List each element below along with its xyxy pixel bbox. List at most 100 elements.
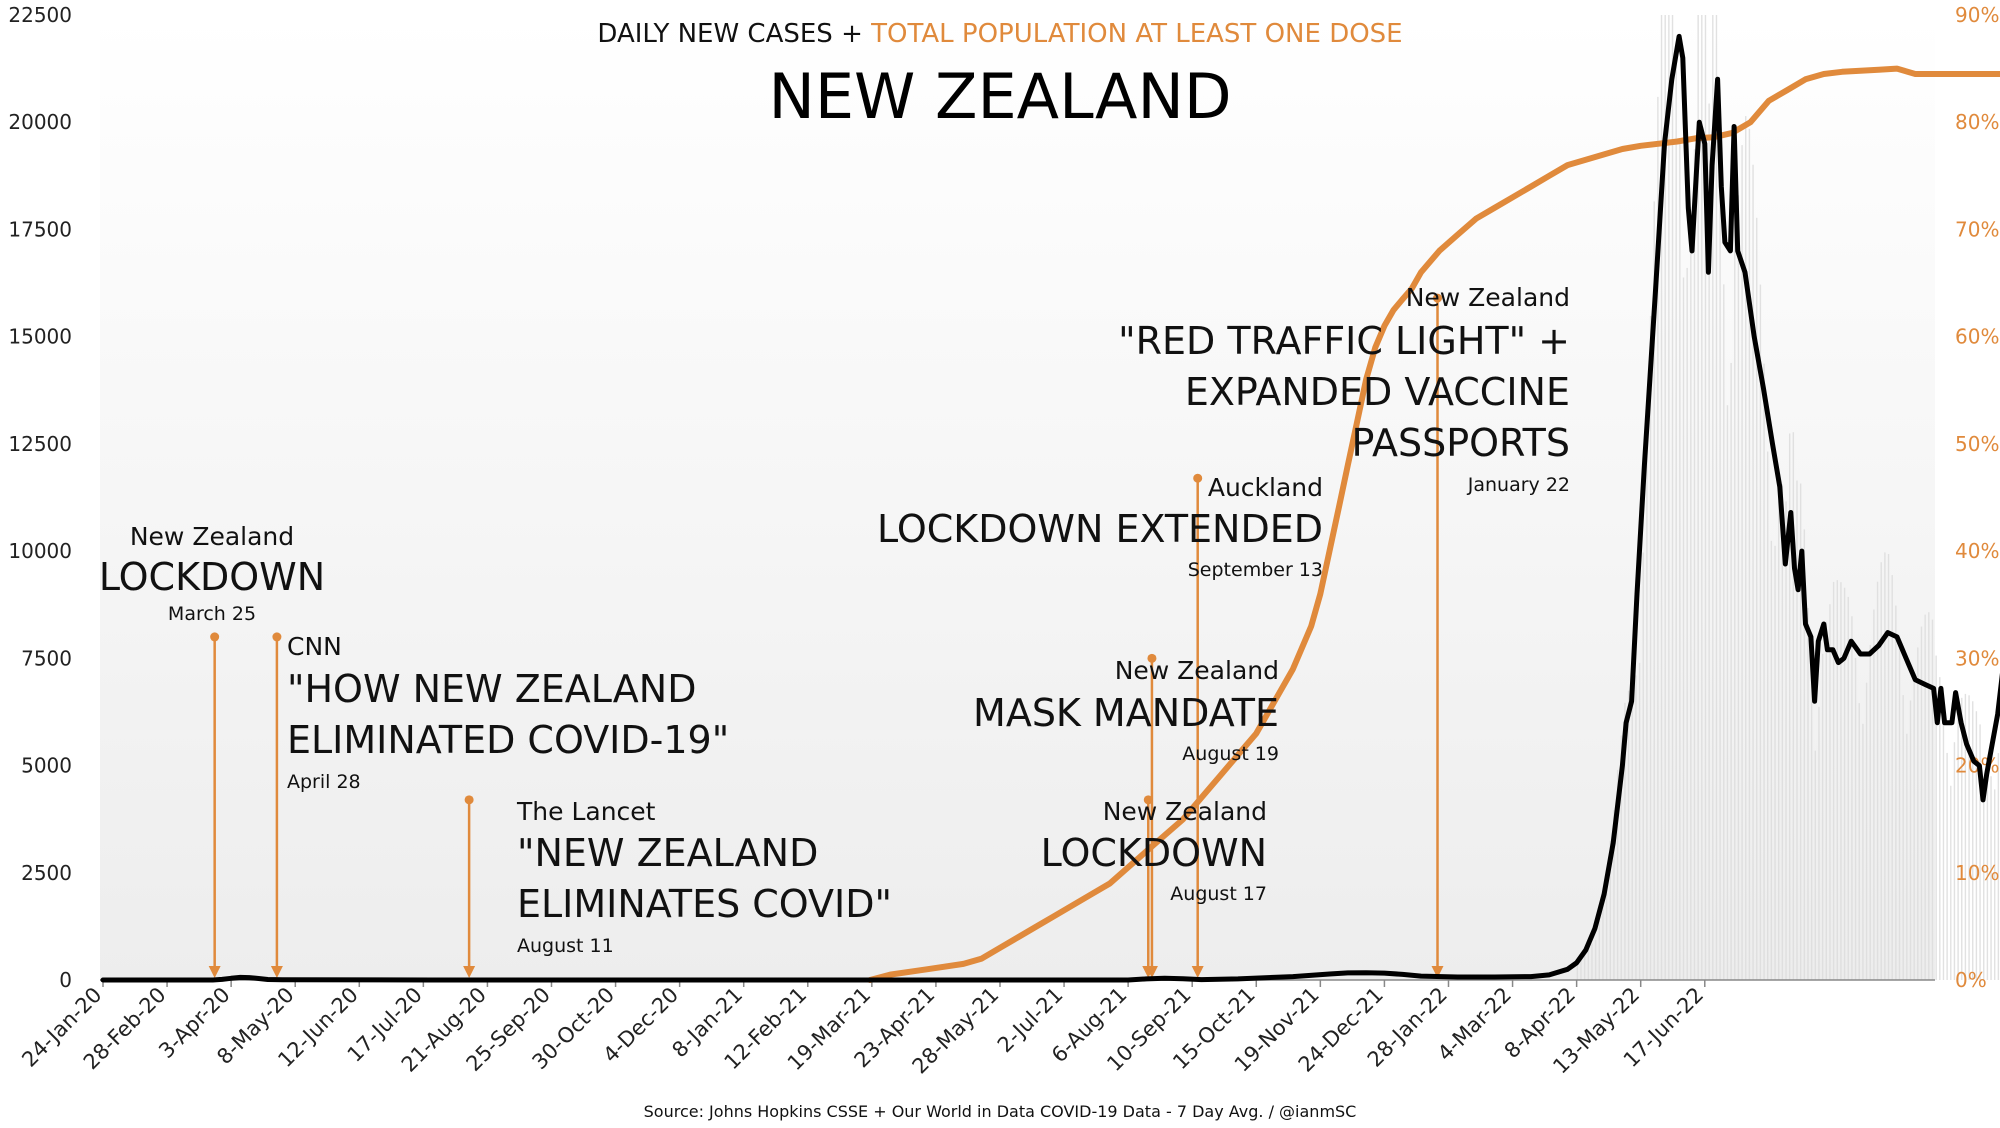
raw-daily-bar [1671, 15, 1674, 980]
raw-daily-bar [1810, 655, 1813, 980]
raw-daily-bar [1675, 51, 1677, 980]
raw-daily-bar [1807, 608, 1809, 980]
raw-daily-bar [1983, 778, 1985, 980]
annotation-date: August 11 [517, 935, 614, 957]
raw-daily-bar [1719, 112, 1721, 980]
raw-daily-bar [1609, 840, 1611, 980]
raw-daily-bar [1631, 704, 1633, 980]
annotation-arrow [463, 966, 476, 978]
raw-daily-bar [1902, 695, 1904, 980]
raw-daily-bar [1642, 552, 1644, 980]
annotation-headline: LOCKDOWN [1041, 831, 1267, 875]
cases-series-line [100, 33, 2000, 983]
raw-daily-bar [1679, 140, 1681, 980]
raw-daily-bar [1906, 733, 1908, 980]
raw-daily-bar [1986, 770, 1989, 980]
annotation-arrow [1431, 966, 1444, 978]
raw-daily-bar [1587, 946, 1590, 980]
annotation-dot [1433, 293, 1443, 303]
raw-daily-bar [1887, 554, 1890, 980]
annotation-headline: ELIMINATES COVID" [517, 882, 892, 926]
raw-daily-bar [1602, 899, 1604, 980]
raw-daily-bar [1712, 15, 1714, 980]
raw-daily-bar [1605, 872, 1608, 980]
chart-source: Source: Johns Hopkins CSSE + Our World i… [644, 1102, 1357, 1121]
raw-daily-bar [1964, 693, 1967, 980]
raw-daily-bar [1909, 700, 1912, 980]
subtitle-cases: DAILY NEW CASES + [597, 19, 871, 49]
raw-daily-bar [1627, 690, 1630, 980]
annotation-headline: MASK MANDATE [973, 691, 1279, 735]
raw-daily-bar [1799, 483, 1802, 980]
raw-daily-bar [1920, 626, 1923, 980]
annotation-headline: LOCKDOWN [99, 555, 325, 599]
raw-daily-bar [1704, 15, 1707, 980]
raw-daily-bar [1613, 810, 1615, 980]
chart-subtitle: DAILY NEW CASES + TOTAL POPULATION AT LE… [597, 19, 1402, 49]
y-left-tick-label: 5000 [21, 754, 72, 778]
annotation-source: CNN [287, 632, 342, 661]
annotation-arrow [270, 966, 283, 978]
raw-daily-bar [1616, 769, 1619, 980]
raw-daily-bars [1576, 15, 2000, 981]
raw-daily-bar [1975, 711, 1978, 980]
y-left-tick-label: 10000 [8, 539, 72, 563]
y-left-tick-label: 17500 [8, 217, 72, 241]
raw-daily-bar [1928, 612, 1930, 980]
raw-daily-bar [1737, 195, 1740, 981]
raw-daily-bar [1953, 742, 1956, 980]
raw-daily-bar [1917, 647, 1919, 980]
annotation-dot [1147, 653, 1157, 663]
annotation-lines [208, 293, 1444, 978]
raw-daily-bar [1690, 239, 1692, 980]
raw-daily-bar [1580, 954, 1582, 980]
annotation-headline: "NEW ZEALAND [517, 831, 818, 875]
raw-daily-bar [1836, 580, 1838, 980]
annotation-source: Auckland [1208, 473, 1323, 502]
annotation-date: September 13 [1188, 559, 1323, 581]
raw-daily-bar [1668, 15, 1670, 980]
annotation-date: March 25 [168, 603, 256, 625]
raw-daily-bar [1682, 277, 1685, 981]
annotation-arrow [1145, 966, 1158, 978]
raw-daily-bar [1972, 701, 1974, 980]
annotation-date: April 28 [287, 771, 361, 793]
raw-daily-bar [1701, 15, 1703, 980]
raw-daily-bar [1748, 128, 1751, 980]
raw-daily-bar [1854, 657, 1857, 980]
raw-daily-bar [1869, 645, 1871, 980]
chart-title: NEW ZEALAND [768, 60, 1231, 133]
raw-daily-bar [1931, 619, 1934, 980]
raw-daily-bar [1825, 621, 1827, 980]
raw-daily-bar [1730, 362, 1732, 980]
raw-daily-bar [1583, 950, 1586, 980]
y-axis-left: 0 2500 5000 7500 10000 12500 15000 17500 20000 22… [8, 3, 72, 992]
raw-daily-bar [1723, 284, 1725, 981]
raw-daily-bar [1796, 480, 1798, 980]
x-axis-ticks: 24-Jan-2028-Feb-203-Apr-208-May-2012-Jun… [17, 980, 1708, 1078]
y-left-tick-label: 7500 [21, 646, 72, 670]
raw-daily-bar [1657, 96, 1659, 980]
raw-daily-bar [1638, 662, 1641, 980]
annotation-headline: "HOW NEW ZEALAND [287, 667, 696, 711]
annotation-date: August 17 [1170, 883, 1267, 905]
raw-daily-bar [1752, 164, 1754, 980]
raw-daily-bar [1924, 614, 1926, 980]
raw-daily-bar [1891, 575, 1893, 980]
raw-daily-bar [1624, 702, 1626, 980]
annotation-source: New Zealand [1115, 656, 1279, 685]
raw-daily-bar [1939, 677, 1941, 980]
raw-daily-bar [1734, 153, 1736, 980]
raw-daily-bar [1646, 434, 1648, 980]
y-left-tick-label: 2500 [21, 861, 72, 885]
annotation-source: New Zealand [1103, 797, 1267, 826]
annotation-headline: EXPANDED VACCINE [1185, 370, 1570, 414]
raw-daily-bar [1708, 103, 1710, 981]
raw-daily-bar [1818, 706, 1820, 980]
raw-daily-bar [1767, 451, 1769, 980]
raw-daily-bar [1741, 145, 1743, 981]
plot-background [100, 15, 1935, 980]
raw-daily-bar [1664, 15, 1666, 980]
raw-daily-bar [1957, 704, 1959, 980]
